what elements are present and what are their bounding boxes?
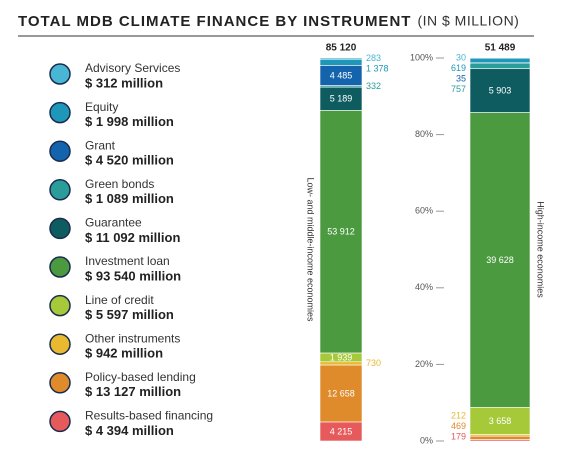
chart-title: TOTAL MDB CLIMATE FINANCE BY INSTRUMENT xyxy=(18,13,411,30)
y-tick-label: 100% xyxy=(410,52,433,62)
legend-total: $ 4 520 million xyxy=(85,153,174,168)
bar-segment xyxy=(469,439,531,442)
bar-total: 85 120 xyxy=(326,43,357,54)
segment-label-outside: 179 xyxy=(451,431,466,441)
legend-icon xyxy=(49,372,71,394)
segment-label-outside: 35 xyxy=(456,73,466,83)
segment-label: 5 903 xyxy=(489,86,512,96)
legend-total: $ 93 540 million xyxy=(85,268,181,283)
bar-segment xyxy=(469,435,531,440)
y-tick-label: 80% xyxy=(415,129,433,139)
bar-segment xyxy=(319,110,363,354)
bar-segment xyxy=(469,57,531,64)
bar-segment xyxy=(319,364,363,423)
y-tick-label: 40% xyxy=(415,282,433,292)
legend-icon xyxy=(49,410,71,433)
legend-name: Line of credit xyxy=(85,293,154,307)
segment-label-outside: 757 xyxy=(451,84,466,94)
segment-label: 53 912 xyxy=(327,227,355,237)
segment-label: 5 189 xyxy=(330,94,353,104)
segment-label-outside: 730 xyxy=(366,358,381,368)
legend-icon xyxy=(49,294,71,317)
legend-name: Results-based financing xyxy=(85,409,213,423)
bar-segment xyxy=(319,361,363,366)
segment-label-outside: 30 xyxy=(456,52,466,62)
segment-label: 4 485 xyxy=(330,70,353,80)
segment-label-outside: 1 378 xyxy=(366,64,389,74)
legend-icon xyxy=(49,256,71,278)
chart-subtitle: (IN $ MILLION) xyxy=(417,13,519,29)
legend-total: $ 13 127 million xyxy=(85,384,181,399)
segment-label-outside: 469 xyxy=(451,421,466,431)
legend-name: Policy-based lending xyxy=(85,370,196,384)
segment-label: 3 658 xyxy=(489,416,512,426)
bar-segment xyxy=(469,68,531,113)
segment-label-outside: 212 xyxy=(451,410,466,420)
segment-label: 39 628 xyxy=(486,255,514,265)
legend-total: $ 1 089 million xyxy=(85,191,174,206)
legend-name: Grant xyxy=(85,138,116,152)
y-tick-label: 20% xyxy=(415,359,433,369)
legend-name: Green bonds xyxy=(85,177,154,191)
bar-segment xyxy=(319,421,363,442)
bar-segment xyxy=(469,62,531,70)
y-tick-label: 60% xyxy=(415,206,433,216)
legend-icon xyxy=(49,217,71,240)
segment-label-outside: 332 xyxy=(366,81,381,91)
legend-icon xyxy=(49,140,71,162)
legend-total: $ 11 092 million xyxy=(85,230,180,245)
segment-label: 12 658 xyxy=(327,388,355,398)
legend-total: $ 942 million xyxy=(85,346,163,361)
legend-name: Equity xyxy=(85,100,118,114)
legend-name: Guarantee xyxy=(85,216,142,230)
legend-icon xyxy=(49,179,71,201)
legend-name: Advisory Services xyxy=(85,61,180,75)
segment-label-outside: 283 xyxy=(366,53,381,63)
legend-name: Investment loan xyxy=(85,254,170,268)
bar-total: 51 489 xyxy=(485,43,516,54)
y-tick-label: 0% xyxy=(420,435,433,445)
legend-total: $ 5 597 million xyxy=(85,307,174,322)
legend-total: $ 1 998 million xyxy=(85,114,174,129)
legend-total: $ 4 394 million xyxy=(85,423,174,438)
category-label: Low- and middle-income economies xyxy=(306,177,316,322)
bar-segment xyxy=(469,112,531,408)
legend-icon xyxy=(49,63,71,85)
legend-name: Other instruments xyxy=(85,331,180,345)
legend-icon xyxy=(49,333,71,355)
segment-label: 1 939 xyxy=(330,352,353,362)
legend-total: $ 312 million xyxy=(85,75,163,90)
segment-label: 4 215 xyxy=(330,426,353,436)
bar-segment xyxy=(319,58,363,66)
category-label: High-income economies xyxy=(536,201,546,298)
segment-label-outside: 619 xyxy=(451,63,466,73)
legend-icon xyxy=(49,101,71,124)
